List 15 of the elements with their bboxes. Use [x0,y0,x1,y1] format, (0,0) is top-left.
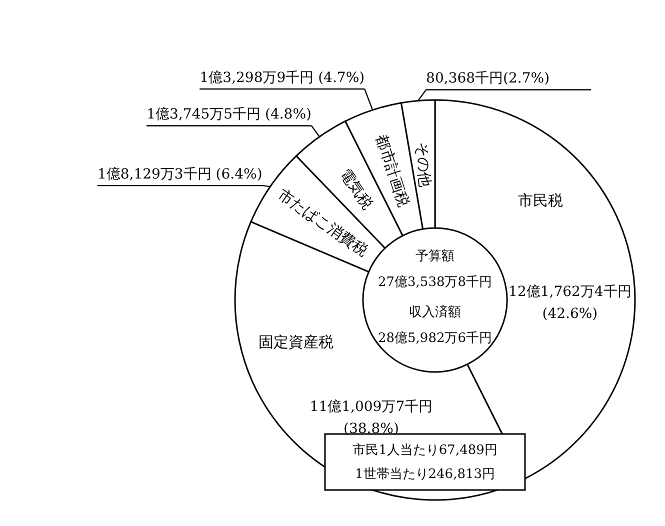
text: 収入済額 [409,304,461,320]
data-label: 1億3,298万9千円 (4.7%) [200,70,365,86]
text: 28億5,982万6千円 [378,331,492,346]
data-label: 1億3,745万5千円 (4.8%) [146,106,312,123]
text: 予算額 [416,249,454,264]
text: 27億3,538万8千円 [378,275,492,290]
slice-label: その他 [412,141,434,188]
data-label: 12億1,762万4千円 (42.6%) [508,284,632,322]
slice-label: 固定資産税 [258,332,334,351]
text: 市民1人当たり67,489円 [352,443,498,458]
slice-label: 市民税 [518,192,563,210]
data-label: 1億8,129万3千円 (6.4%) [97,166,262,183]
data-label: 80,368千円(2.7%) [426,70,550,87]
text: 1世帯当たり246,813円 [354,467,496,482]
data-label: 11億1,009万7千円 (38.8%) [310,398,433,437]
